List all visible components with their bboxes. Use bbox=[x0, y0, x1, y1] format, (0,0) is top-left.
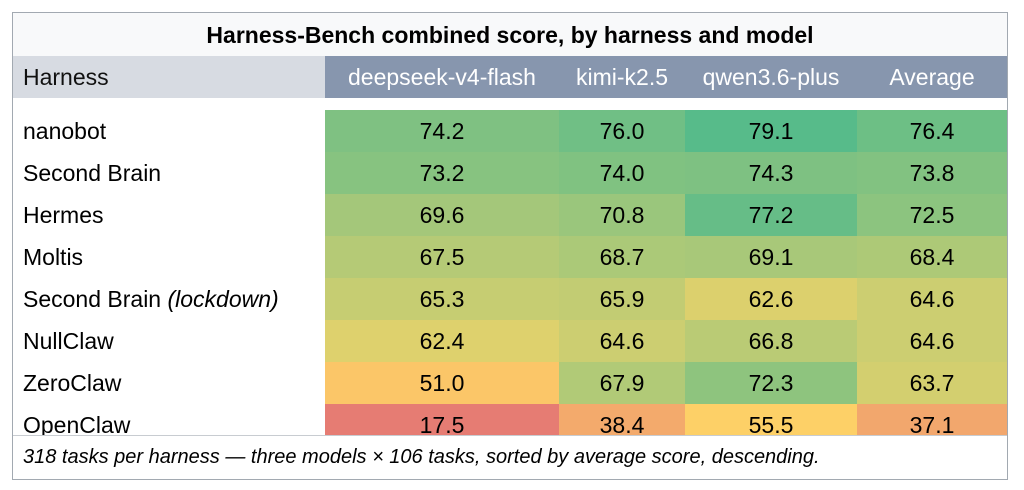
score-cell: 67.9 bbox=[559, 362, 685, 404]
score-cell: 72.3 bbox=[685, 362, 857, 404]
score-cell: 64.6 bbox=[857, 278, 1007, 320]
score-cell: 74.0 bbox=[559, 152, 685, 194]
harness-name: OpenClaw bbox=[23, 411, 131, 438]
score-cell: 63.7 bbox=[857, 362, 1007, 404]
table-row: Second Brain (lockdown) 65.3 65.9 62.6 64.6 bbox=[13, 278, 1007, 320]
harness-name: Hermes bbox=[23, 201, 104, 228]
score-cell: 69.6 bbox=[325, 194, 559, 236]
harness-name: Second Brain bbox=[23, 159, 162, 186]
score-cell: 79.1 bbox=[685, 110, 857, 152]
score-cell: 70.8 bbox=[559, 194, 685, 236]
row-label: NullClaw bbox=[13, 320, 325, 362]
score-cell: 62.6 bbox=[685, 278, 857, 320]
harness-name: Moltis bbox=[23, 243, 84, 270]
score-cell: 74.3 bbox=[685, 152, 857, 194]
score-cell: 65.9 bbox=[559, 278, 685, 320]
harness-name: NullClaw bbox=[23, 327, 114, 354]
score-cell: 73.2 bbox=[325, 152, 559, 194]
table-row: Second Brain 73.2 74.0 74.3 73.8 bbox=[13, 152, 1007, 194]
score-cell: 64.6 bbox=[857, 320, 1007, 362]
spacer-row bbox=[13, 98, 1007, 110]
table-row: ZeroClaw 51.0 67.9 72.3 63.7 bbox=[13, 362, 1007, 404]
score-table: Harness deepseek-v4-flash kimi-k2.5 qwen… bbox=[13, 56, 1007, 446]
column-header: kimi-k2.5 bbox=[559, 56, 685, 98]
row-label: Hermes bbox=[13, 194, 325, 236]
score-cell: 68.7 bbox=[559, 236, 685, 278]
harness-name: ZeroClaw bbox=[23, 369, 122, 396]
score-cell: 69.1 bbox=[685, 236, 857, 278]
table-row: Moltis 67.5 68.7 69.1 68.4 bbox=[13, 236, 1007, 278]
score-cell: 65.3 bbox=[325, 278, 559, 320]
score-cell: 72.5 bbox=[857, 194, 1007, 236]
score-cell: 73.8 bbox=[857, 152, 1007, 194]
row-label: Second Brain bbox=[13, 152, 325, 194]
table-body: nanobot 74.2 76.0 79.1 76.4 Second Brain 73.2 7… bbox=[13, 98, 1007, 446]
table-title: Harness-Bench combined score, by harness… bbox=[206, 21, 814, 48]
column-header: deepseek-v4-flash bbox=[325, 56, 559, 98]
column-header: Average bbox=[857, 56, 1007, 98]
row-label: ZeroClaw bbox=[13, 362, 325, 404]
harness-name: Second Brain bbox=[23, 285, 162, 312]
harness-qualifier: (lockdown) bbox=[167, 285, 279, 312]
row-label: nanobot bbox=[13, 110, 325, 152]
score-cell: 62.4 bbox=[325, 320, 559, 362]
column-header: qwen3.6-plus bbox=[685, 56, 857, 98]
table-footnote: 318 tasks per harness — three models × 1… bbox=[13, 435, 1007, 479]
table-frame: Harness-Bench combined score, by harness… bbox=[12, 12, 1008, 480]
score-cell: 64.6 bbox=[559, 320, 685, 362]
score-cell: 68.4 bbox=[857, 236, 1007, 278]
score-cell: 67.5 bbox=[325, 236, 559, 278]
score-cell: 74.2 bbox=[325, 110, 559, 152]
table-row: NullClaw 62.4 64.6 66.8 64.6 bbox=[13, 320, 1007, 362]
header-row: Harness deepseek-v4-flash kimi-k2.5 qwen… bbox=[13, 56, 1007, 98]
score-cell: 51.0 bbox=[325, 362, 559, 404]
score-cell: 76.0 bbox=[559, 110, 685, 152]
score-cell: 77.2 bbox=[685, 194, 857, 236]
column-header-harness: Harness bbox=[13, 56, 325, 98]
row-label: Second Brain (lockdown) bbox=[13, 278, 325, 320]
score-cell: 66.8 bbox=[685, 320, 857, 362]
row-label: Moltis bbox=[13, 236, 325, 278]
table-row: Hermes 69.6 70.8 77.2 72.5 bbox=[13, 194, 1007, 236]
score-cell: 76.4 bbox=[857, 110, 1007, 152]
harness-name: nanobot bbox=[23, 117, 107, 144]
table-row: nanobot 74.2 76.0 79.1 76.4 bbox=[13, 110, 1007, 152]
